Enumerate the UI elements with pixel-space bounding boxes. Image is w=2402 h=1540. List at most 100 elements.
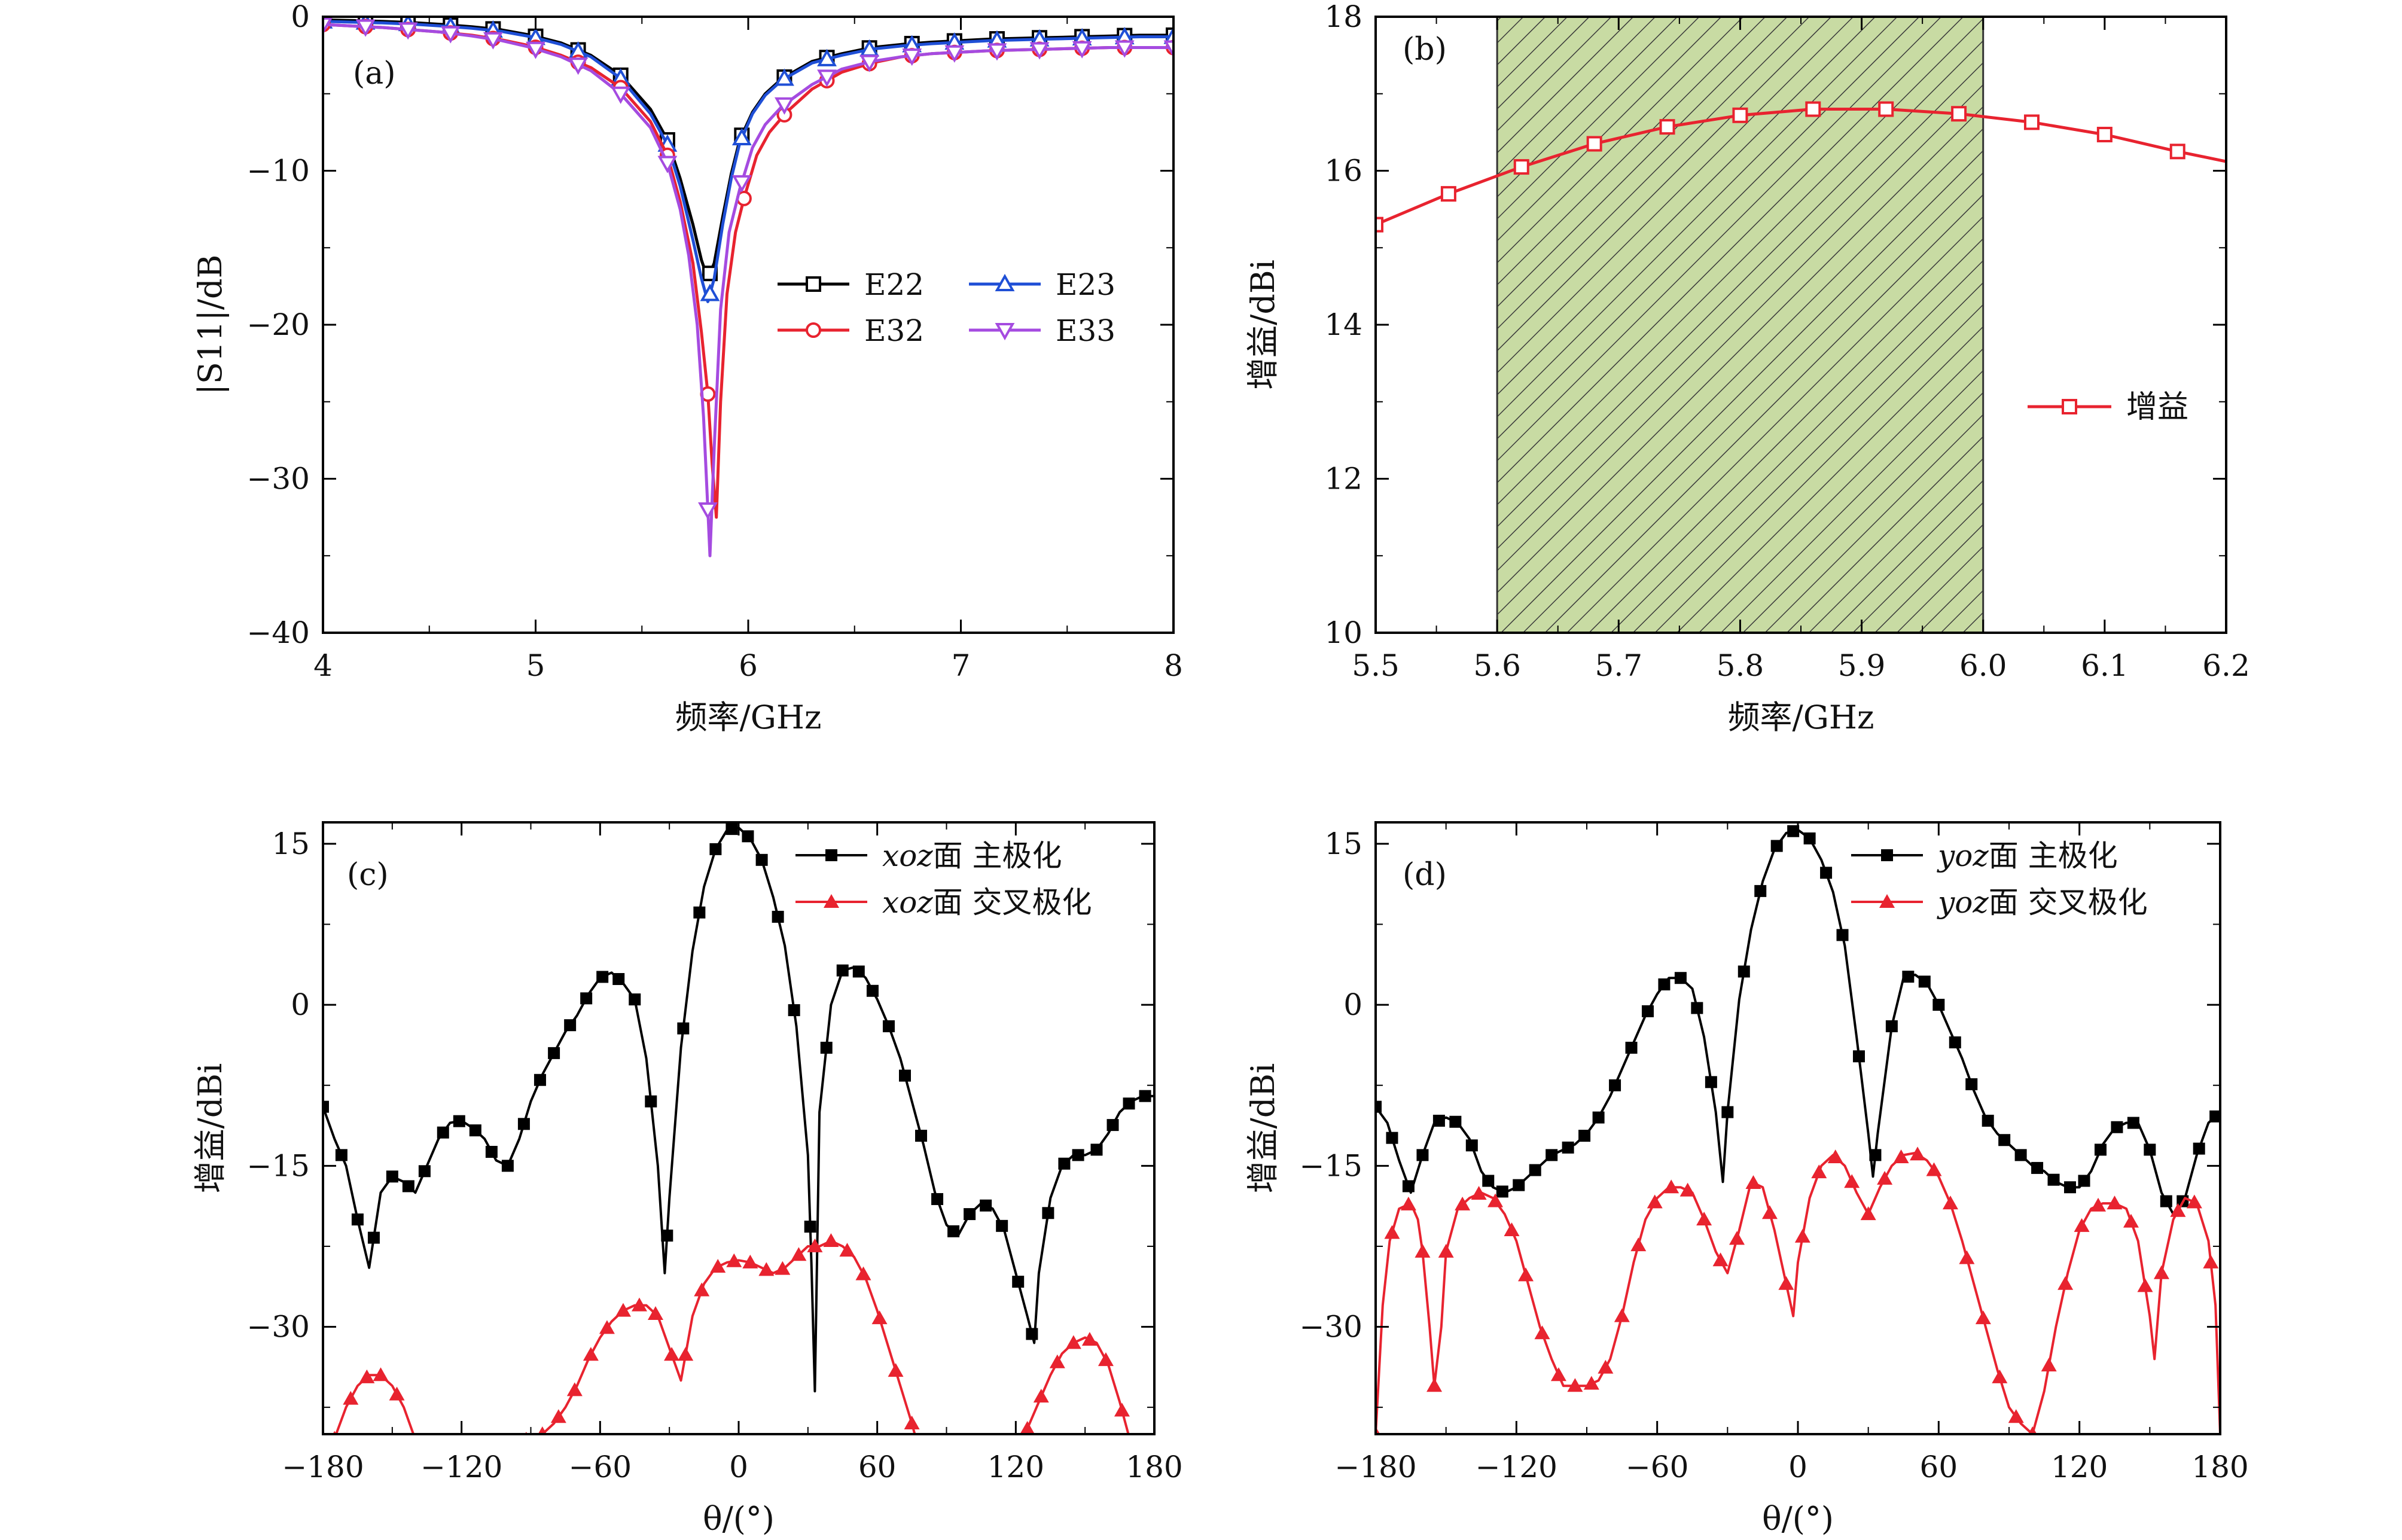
data-point-1-12	[817, 48, 837, 66]
data-point-1-52	[2203, 1254, 2219, 1268]
data-point-0-5	[1732, 107, 1748, 123]
data-point-0-48	[2144, 1143, 2156, 1156]
x-axis-label: 频率/GHz	[675, 699, 822, 736]
plot-area	[323, 17, 1173, 557]
y-tick-label: 18	[1324, 0, 1362, 34]
data-point-1-20	[1163, 26, 1173, 44]
data-point-0-2	[1402, 1180, 1415, 1193]
data-point-1-7	[1471, 1185, 1487, 1200]
data-point-3-9	[698, 502, 718, 520]
data-point-0-49	[1106, 1119, 1119, 1132]
data-point-1-9	[566, 1382, 583, 1396]
data-point-0-45	[2094, 1143, 2107, 1156]
panel-a: 4 5 6 7 8 0 −10 −20 −30 −40 频率/GHz |S11|/dB (a) E22 E2…	[191, 0, 1183, 736]
legend-var: yoz	[1937, 885, 1989, 920]
data-point-0-38	[931, 1193, 944, 1205]
data-point-1-10	[1518, 1267, 1534, 1282]
data-point-1-27	[855, 1266, 871, 1280]
y-tick-label: 0	[1343, 987, 1362, 1022]
legend-label: E23	[1056, 267, 1115, 302]
data-point-1-8	[550, 1409, 566, 1423]
data-point-0-25	[1770, 840, 1783, 852]
data-point-1-37	[1959, 1250, 1975, 1264]
data-point-0-10	[485, 1145, 498, 1158]
x-tick-label: 7	[952, 648, 971, 683]
x-axis-label: 频率/GHz	[1728, 699, 1874, 736]
data-point-0-35	[882, 1020, 895, 1032]
x-tick-label: 5.6	[1473, 648, 1521, 683]
data-point-1-11	[775, 68, 794, 86]
data-point-0-27	[755, 853, 768, 866]
data-point-1-4	[1426, 1378, 1443, 1392]
data-point-1-16	[1614, 1308, 1630, 1322]
data-point-0-4	[1432, 1114, 1445, 1127]
series-line-1	[323, 20, 1173, 303]
data-point-0-0	[323, 1100, 329, 1113]
data-point-1-44	[2074, 1218, 2090, 1232]
data-point-3-6	[568, 57, 589, 75]
data-point-1-21	[758, 1262, 775, 1276]
data-point-0-6	[418, 1165, 431, 1178]
y-axis-label: 增益/dBi	[1244, 260, 1282, 390]
x-tick-label: −120	[420, 1450, 502, 1484]
legend-marker	[806, 276, 821, 292]
data-point-0-51	[1139, 1090, 1151, 1102]
legend-label: xoz面 主极化	[882, 838, 1062, 873]
data-point-0-5	[1449, 1115, 1462, 1128]
data-point-1-18	[710, 1259, 726, 1273]
legend-label: E22	[864, 267, 924, 302]
data-point-0-47	[1072, 1149, 1084, 1161]
y-tick-label: −20	[246, 307, 310, 342]
data-point-1-22	[775, 1261, 791, 1275]
data-point-3-5	[526, 41, 545, 59]
data-point-1-11	[1534, 1325, 1550, 1340]
y-tick-label: −15	[1299, 1148, 1362, 1183]
data-point-0-21	[1705, 1076, 1717, 1088]
data-point-0-3	[1586, 136, 1602, 152]
series-line-3	[323, 23, 1173, 557]
data-point-1-20	[742, 1254, 758, 1268]
data-point-1-1	[1384, 1225, 1400, 1239]
data-point-1-6	[1455, 1196, 1471, 1210]
legend-marker	[806, 322, 821, 338]
data-point-1-29	[1827, 1149, 1843, 1163]
y-axis-label: 增益/dBi	[191, 1063, 229, 1194]
data-point-1-38	[1975, 1310, 1991, 1325]
data-point-0-15	[1609, 1079, 1621, 1091]
legend-text: 面 主极化	[1989, 838, 2118, 873]
data-point-0-3	[367, 1231, 380, 1244]
x-tick-label: 5.8	[1717, 648, 1764, 683]
data-point-0-52	[2209, 1110, 2220, 1123]
data-point-1-19	[1663, 1179, 1679, 1194]
data-point-0-22	[677, 1022, 690, 1035]
y-tick-label: 0	[291, 987, 310, 1022]
data-point-0-39	[947, 1225, 960, 1237]
data-point-0-1	[1440, 186, 1456, 202]
data-point-1-30	[1844, 1174, 1860, 1188]
data-point-1-35	[1926, 1162, 1942, 1176]
data-point-3-4	[483, 32, 503, 50]
data-point-0-25	[726, 823, 738, 835]
x-tick-label: 5.7	[1595, 648, 1643, 683]
panel-c: −180 −120 −60 0 60 120 180 15 0 −15 −30 θ/(°) 增益/dBi…	[191, 821, 1183, 1538]
panel-label: (a)	[353, 56, 396, 92]
data-point-1-41	[2028, 1426, 2037, 1434]
plot-frame	[322, 16, 1175, 634]
data-point-3-11	[775, 97, 794, 115]
data-point-1-2	[359, 1369, 375, 1383]
y-tick-label: −30	[246, 462, 310, 496]
data-point-1-26	[1778, 1276, 1794, 1290]
data-point-1-40	[2008, 1409, 2024, 1423]
x-tick-label: 5.5	[1352, 648, 1400, 683]
data-point-1-49	[2153, 1265, 2169, 1279]
data-point-0-47	[2127, 1117, 2139, 1129]
legend-marker	[995, 323, 1015, 341]
legend-marker	[825, 849, 837, 861]
data-point-3-10	[731, 175, 752, 193]
y-tick-label: −30	[246, 1310, 310, 1344]
legend-var: xoz	[882, 885, 933, 920]
legend-label: E33	[1056, 313, 1115, 348]
series-line-2	[323, 23, 1173, 519]
data-point-0-6	[1465, 1139, 1478, 1152]
data-point-0-9	[1513, 1179, 1525, 1191]
